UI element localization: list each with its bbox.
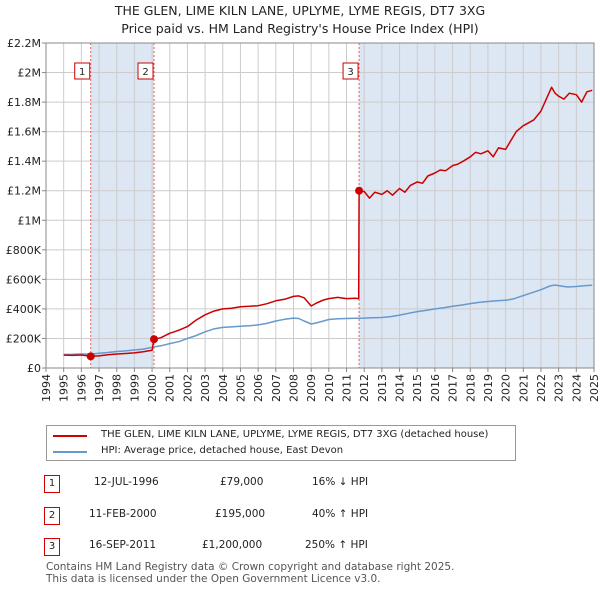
x-tick-label: 2007: [270, 374, 283, 402]
legend-label-hpi: HPI: Average price, detached house, East…: [101, 445, 344, 456]
transaction-price: £1,200,000: [202, 539, 263, 551]
x-tick-label: 2017: [447, 374, 460, 402]
transaction-number: 3: [44, 538, 60, 556]
x-tick-label: 2013: [376, 374, 389, 402]
footer-copyright: Contains HM Land Registry data © Crown c…: [46, 561, 455, 573]
sale-marker-box: [137, 62, 154, 80]
y-tick-label: £0: [27, 362, 41, 375]
x-tick-label: 2012: [358, 374, 371, 402]
shaded-range: [359, 43, 594, 368]
x-tick-label: 1998: [111, 374, 124, 402]
y-tick-label: £400K: [6, 303, 42, 316]
shaded-range: [90, 43, 155, 368]
sale-marker-label: 1: [79, 67, 85, 78]
series-line-property: [63, 86, 593, 358]
y-tick-label: £1.2M: [7, 185, 41, 198]
x-tick-label: 2024: [570, 374, 583, 402]
transaction-price: £79,000: [220, 476, 264, 488]
transaction-date: 12-JUL-1996: [94, 476, 159, 488]
y-tick-label: £1.4M: [7, 155, 41, 168]
x-tick-label: 2021: [517, 374, 530, 402]
transaction-hpi-change: 40% ↑ HPI: [312, 508, 369, 520]
legend-label-property: THE GLEN, LIME KILN LANE, UPLYME, LYME R…: [101, 429, 489, 440]
footer-licence: This data is licensed under the Open Gov…: [46, 573, 381, 585]
plot-frame: [45, 42, 595, 369]
x-tick-label: 1994: [40, 374, 53, 402]
legend: THE GLEN, LIME KILN LANE, UPLYME, LYME R…: [46, 425, 516, 461]
x-tick-label: 2018: [464, 374, 477, 402]
x-tick-label: 2020: [500, 374, 513, 402]
x-tick-label: 2025: [588, 374, 600, 402]
x-tick-label: 2006: [252, 374, 265, 402]
sale-point: [150, 335, 159, 344]
legend-item-property: THE GLEN, LIME KILN LANE, UPLYME, LYME R…: [47, 428, 515, 444]
x-tick-label: 2009: [305, 374, 318, 402]
x-tick-label: 2005: [234, 374, 247, 402]
sale-marker-box: [342, 62, 359, 80]
y-tick-label: £1M: [18, 214, 42, 227]
legend-swatch-hpi: [53, 451, 87, 453]
x-tick-label: 2016: [429, 374, 442, 402]
y-tick-label: £1.8M: [7, 96, 41, 109]
legend-swatch-property: [53, 435, 87, 437]
x-tick-label: 2000: [146, 374, 159, 402]
x-tick-label: 1996: [75, 374, 88, 402]
x-tick-label: 2008: [287, 374, 300, 402]
transaction-number: 2: [44, 507, 60, 525]
x-tick-label: 1997: [93, 374, 106, 402]
sale-point: [355, 186, 364, 195]
transaction-price: £195,000: [215, 508, 266, 520]
transaction-date: 11-FEB-2000: [89, 508, 157, 520]
chart-title: THE GLEN, LIME KILN LANE, UPLYME, LYME R…: [114, 3, 486, 18]
y-tick-label: £200K: [6, 332, 42, 345]
x-tick-label: 1999: [128, 374, 141, 402]
sale-marker-label: 2: [142, 67, 148, 78]
series-line-hpi: [63, 284, 593, 356]
legend-item-hpi: HPI: Average price, detached house, East…: [47, 444, 515, 460]
x-tick-label: 2022: [535, 374, 548, 402]
sale-marker-box: [74, 62, 91, 80]
sale-point: [86, 352, 95, 361]
x-tick-label: 2003: [199, 374, 212, 402]
x-tick-label: 1995: [58, 374, 71, 402]
x-tick-label: 2001: [164, 374, 177, 402]
sale-marker-label: 3: [347, 67, 353, 78]
transaction-hpi-change: 250% ↑ HPI: [305, 539, 368, 551]
x-tick-label: 2011: [341, 374, 354, 402]
x-tick-label: 2019: [482, 374, 495, 402]
x-tick-label: 2015: [411, 374, 424, 402]
x-tick-label: 2023: [553, 374, 566, 402]
transaction-number: 1: [44, 475, 60, 493]
x-tick-label: 2014: [394, 374, 407, 402]
price-chart: 1 2 3 £0 £200K £400K £600K £800K £1M £1.2M £1.4M £…: [6, 37, 600, 402]
y-tick-label: £800K: [6, 244, 42, 257]
x-tick-label: 2004: [217, 374, 230, 402]
x-tick-label: 2002: [181, 374, 194, 402]
transaction-hpi-change: 16% ↓ HPI: [312, 476, 369, 488]
x-tick-label: 2010: [323, 374, 336, 402]
y-tick-label: £600K: [6, 273, 42, 286]
chart-subtitle: Price paid vs. HM Land Registry's House …: [121, 21, 479, 36]
transaction-date: 16-SEP-2011: [89, 539, 157, 551]
y-tick-label: £2.2M: [7, 37, 41, 50]
y-tick-label: £2M: [18, 67, 42, 80]
y-tick-label: £1.6M: [7, 126, 41, 139]
